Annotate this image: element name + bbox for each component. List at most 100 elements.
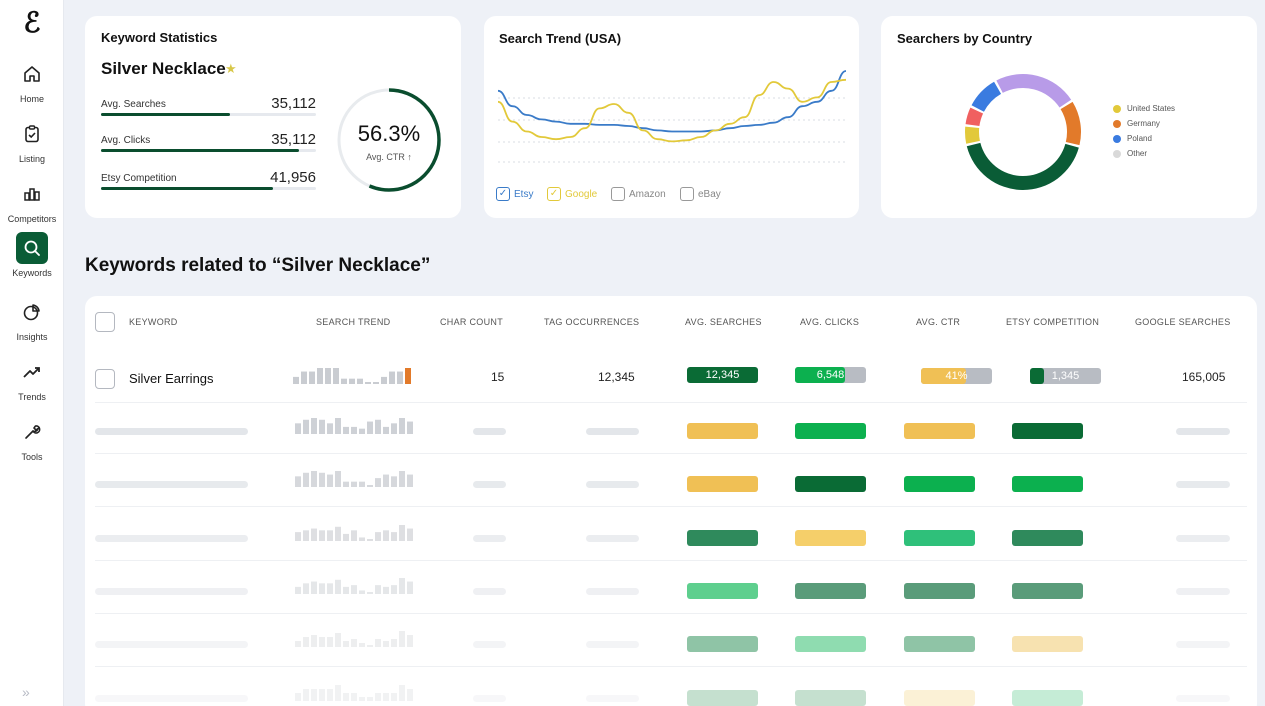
sparkline-bar [375,639,381,648]
header-etsy-competition[interactable]: ETSY COMPETITION [1006,317,1100,327]
sparkline-bar [311,581,317,594]
stat-bar [101,113,316,116]
sidebar-item-trends[interactable]: Trends [0,356,64,402]
sparkline-bar [319,688,325,701]
skeleton-pill [795,423,866,439]
sparkline-bar [351,426,357,434]
ebay-checkbox[interactable] [680,187,694,201]
skeleton-char-count [473,481,506,489]
search-trend-chart [498,70,846,163]
sparkline-bar [311,635,317,648]
skeleton-pill [687,476,758,493]
series-line-google [498,78,846,143]
keyword-statistics-card: Keyword Statistics Silver Necklace ★ Avg… [85,16,461,218]
legend-label: Amazon [629,188,666,200]
stat-bar-fill [101,187,273,190]
sparkline-bar [325,368,331,384]
skeleton-pill [1012,529,1083,546]
select-all-checkbox[interactable] [95,312,115,332]
avg-ctr-value: 41% [945,370,968,382]
sparkline-bar [367,591,373,594]
header-keyword[interactable]: KEYWORD [129,317,178,327]
header-avg-clicks[interactable]: AVG. CLICKS [800,317,860,327]
sparkline-bar [327,423,333,434]
search-icon [16,232,48,264]
stat-label: Etsy Competition [101,173,177,184]
legend-ebay[interactable]: eBay [680,186,721,202]
sparkline-bar [351,481,357,488]
sidebar-item-listing[interactable]: Listing [0,118,64,164]
legend-label: Germany [1127,119,1160,128]
sparkline-bar [375,692,381,701]
etsy-competition-fill [1030,368,1044,384]
sparkline-bar [359,643,365,648]
sparkline-bar [295,531,301,541]
etsy-checkbox[interactable]: ✓ [496,187,510,201]
donut-slice [965,107,984,126]
header-avg-ctr[interactable]: AVG. CTR [916,317,961,327]
app-logo[interactable]: ℰ [23,6,41,39]
google-searches-cell: 165,005 [1182,370,1226,384]
legend-etsy[interactable]: ✓ Etsy [496,186,533,202]
search-trend-sparkline [295,524,413,541]
sparkline-bar [295,641,301,648]
sparkline-bar [399,577,405,594]
header-tag-occurrences[interactable]: TAG OCCURRENCES [544,317,640,327]
avg-clicks-fill [795,367,845,383]
sparkline-bar [311,418,317,434]
sidebar-item-label: Listing [18,154,45,164]
legend-google[interactable]: ✓ Google [547,186,597,202]
series-line-etsy [498,70,846,133]
skeleton-pill [904,689,975,706]
avg-ctr-pill: 41% [921,368,992,384]
amazon-checkbox[interactable] [611,187,625,201]
sparkline-bar [383,586,389,594]
sparkline-bar [335,579,341,594]
skeleton-pill [1012,476,1083,493]
expand-sidebar-icon[interactable]: » [22,684,30,700]
sidebar: ℰ Home Listing Competitors Keywords Insi… [0,0,64,706]
skeleton-google-searches [1176,694,1230,702]
stat-avg-searches: Avg. Searches 35,112 [101,92,316,116]
header-google-searches[interactable]: GOOGLE SEARCHES [1135,317,1231,327]
sparkline-bar [359,696,365,701]
sparkline-bar [383,529,389,541]
sidebar-item-insights[interactable]: Insights [0,296,64,342]
legend-label: United States [1127,104,1176,113]
sidebar-item-keywords[interactable]: Keywords [0,232,64,278]
keyword-cell[interactable]: Silver Earrings [129,371,214,386]
header-avg-searches[interactable]: AVG. SEARCHES [685,317,762,327]
sparkline-bar [303,583,309,594]
skeleton-google-searches [1176,641,1230,649]
sparkline-bar [391,692,397,701]
sidebar-item-tools[interactable]: Tools [0,416,64,462]
legend-amazon[interactable]: Amazon [611,186,666,202]
sparkline-bar [359,590,365,594]
skeleton-pill [687,529,758,546]
header-char-count[interactable]: CHAR COUNT [440,317,503,327]
sparkline-bar [391,585,397,594]
bar-chart-icon [16,178,48,210]
skeleton-tag-occurrences [586,481,639,489]
sidebar-item-competitors[interactable]: Competitors [0,178,64,224]
sparkline-bar [295,586,301,594]
sparkline-bar [391,423,397,434]
favorite-star-icon[interactable]: ★ [225,61,237,76]
sidebar-item-home[interactable]: Home [0,58,64,104]
skeleton-pill [904,529,975,546]
card-title: Keyword Statistics [101,30,218,45]
sparkline-bar [319,529,325,541]
row-divider [95,402,1247,403]
sparkline-bar [375,419,381,434]
row-checkbox[interactable] [95,369,115,389]
header-search-trend[interactable]: SEARCH TREND [316,317,391,327]
google-checkbox[interactable]: ✓ [547,187,561,201]
sparkline-bar [311,528,317,541]
legend-other: Other [1113,149,1147,158]
skeleton-google-searches [1176,587,1230,595]
sparkline-bar [335,633,341,648]
donut-slice [996,74,1072,108]
skeleton-keyword [95,587,248,595]
skeleton-pill [795,476,866,493]
etsy-competition-pill: 1,345 [1030,368,1101,384]
